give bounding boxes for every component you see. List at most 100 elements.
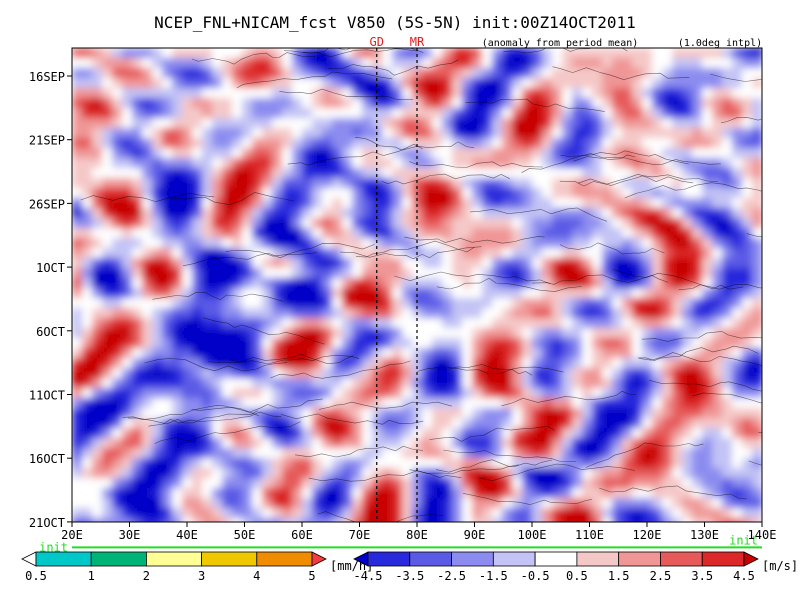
field-cell xyxy=(582,518,593,522)
field-cell xyxy=(292,508,303,519)
field-cell xyxy=(402,378,413,389)
field-cell xyxy=(212,98,223,109)
field-cell xyxy=(542,88,553,99)
field-cell xyxy=(552,408,563,419)
field-cell xyxy=(532,408,543,419)
field-cell xyxy=(272,368,283,379)
rain-cell xyxy=(602,542,607,546)
field-cell xyxy=(612,58,623,69)
field-cell xyxy=(612,248,623,259)
field-cell xyxy=(502,488,513,499)
field-cell xyxy=(362,268,373,279)
rain-cell xyxy=(673,541,678,545)
field-cell xyxy=(642,498,653,509)
field-cell xyxy=(582,458,593,469)
field-cell xyxy=(602,518,613,522)
field-cell xyxy=(382,248,393,259)
field-cell xyxy=(82,218,93,229)
field-cell xyxy=(742,518,753,522)
field-cell xyxy=(82,358,93,369)
field-cell xyxy=(172,68,183,79)
field-cell xyxy=(602,448,613,459)
field-cell xyxy=(262,308,273,319)
field-cell xyxy=(522,228,533,239)
field-cell xyxy=(552,58,563,69)
field-cell xyxy=(462,508,473,519)
field-cell xyxy=(332,298,343,309)
field-cell xyxy=(662,48,673,59)
field-cell xyxy=(642,198,653,209)
field-cell xyxy=(342,508,353,519)
field-cell xyxy=(232,238,243,249)
field-cell xyxy=(572,318,583,329)
field-cell xyxy=(232,468,243,479)
field-cell xyxy=(252,508,263,519)
field-cell xyxy=(182,408,193,419)
field-cell xyxy=(172,448,183,459)
field-cell xyxy=(452,498,463,509)
field-cell xyxy=(752,168,762,179)
field-cell xyxy=(382,188,393,199)
field-cell xyxy=(122,448,133,459)
field-cell xyxy=(352,228,363,239)
field-cell xyxy=(622,208,633,219)
field-cell xyxy=(282,368,293,379)
field-cell xyxy=(182,198,193,209)
field-cell xyxy=(522,108,533,119)
field-cell xyxy=(632,258,643,269)
field-cell xyxy=(442,88,453,99)
field-cell xyxy=(172,328,183,339)
field-cell xyxy=(502,388,513,399)
field-cell xyxy=(172,478,183,489)
field-cell xyxy=(192,488,203,499)
field-cell xyxy=(702,88,713,99)
field-cell xyxy=(462,458,473,469)
field-cell xyxy=(152,198,163,209)
field-cell xyxy=(122,318,133,329)
field-cell xyxy=(672,328,683,339)
field-cell xyxy=(642,278,653,289)
field-cell xyxy=(72,158,83,169)
field-cell xyxy=(672,218,683,229)
field-cell xyxy=(472,268,483,279)
field-cell xyxy=(532,258,543,269)
field-cell xyxy=(522,438,533,449)
field-cell xyxy=(272,258,283,269)
field-cell xyxy=(282,238,293,249)
field-cell xyxy=(452,458,463,469)
field-cell xyxy=(742,158,753,169)
field-cell xyxy=(332,258,343,269)
field-cell xyxy=(192,58,203,69)
field-cell xyxy=(312,88,323,99)
field-cell xyxy=(102,248,113,259)
field-cell xyxy=(732,108,743,119)
field-cell xyxy=(732,328,743,339)
field-cell xyxy=(662,228,673,239)
field-cell xyxy=(282,308,293,319)
field-cell xyxy=(312,478,323,489)
field-cell xyxy=(322,458,333,469)
field-cell xyxy=(442,198,453,209)
field-cell xyxy=(342,388,353,399)
field-cell xyxy=(242,108,253,119)
field-cell xyxy=(302,298,313,309)
field-cell xyxy=(552,498,563,509)
field-cell xyxy=(392,328,403,339)
field-cell xyxy=(612,508,623,519)
field-cell xyxy=(542,438,553,449)
field-cell xyxy=(402,498,413,509)
field-cell xyxy=(512,478,523,489)
field-cell xyxy=(172,308,183,319)
field-cell xyxy=(612,218,623,229)
field-cell xyxy=(202,108,213,119)
field-cell xyxy=(212,288,223,299)
field-cell xyxy=(272,188,283,199)
field-cell xyxy=(712,498,723,509)
field-cell xyxy=(752,418,762,429)
field-cell xyxy=(182,298,193,309)
field-cell xyxy=(122,488,133,499)
field-cell xyxy=(662,198,673,209)
field-cell xyxy=(732,368,743,379)
field-cell xyxy=(562,218,573,229)
field-cell xyxy=(662,348,673,359)
